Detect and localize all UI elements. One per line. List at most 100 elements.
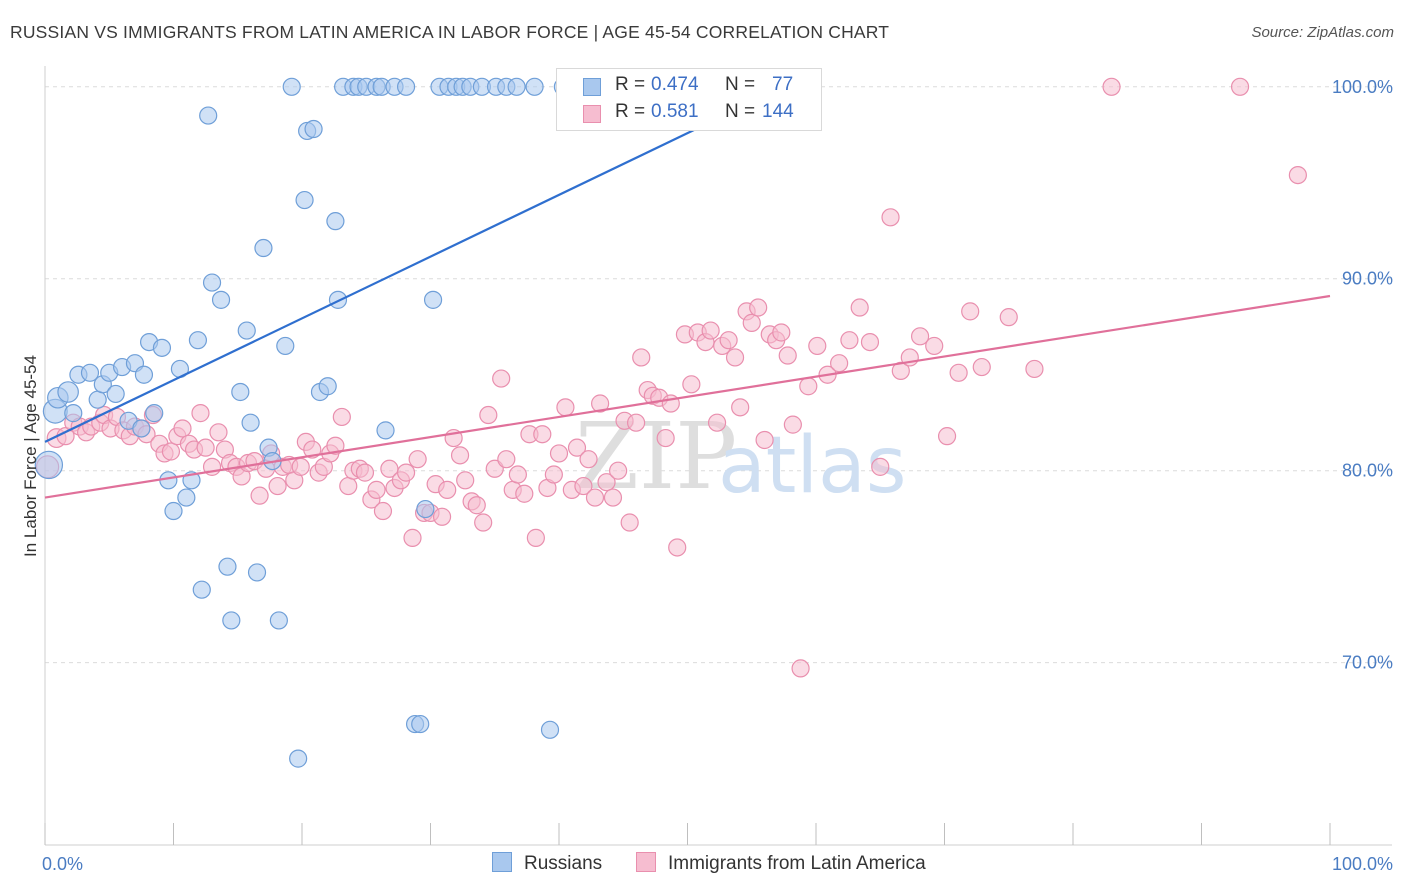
y-axis-label: In Labor Force | Age 45-54	[21, 355, 40, 557]
tick-labels: 70.0% 80.0% 90.0% 100.0% 0.0% 100.0%	[42, 77, 1393, 874]
latin-point	[742, 313, 761, 332]
latin-point	[533, 425, 552, 444]
latin-point	[881, 208, 900, 227]
latin-point	[749, 298, 768, 317]
latin-point	[403, 528, 422, 547]
russian-point	[396, 77, 416, 96]
latin-point	[682, 375, 701, 394]
legend-row-russians: R = 0.474 N = 77	[557, 74, 821, 100]
latin-point	[731, 398, 750, 417]
latin-point	[303, 440, 322, 459]
russian-point	[295, 190, 314, 210]
russian-point	[159, 471, 178, 490]
russian-point	[152, 338, 172, 357]
russian-point	[88, 390, 107, 409]
russian-point	[57, 381, 79, 403]
latin-point	[408, 450, 427, 469]
latin-point	[591, 394, 610, 413]
latin-america-points	[35, 77, 1307, 678]
russian-point	[202, 273, 222, 292]
latin-legend-swatch	[636, 852, 656, 872]
latin-point	[778, 346, 797, 365]
source-credit: Source: ZipAtlas.com	[1251, 24, 1394, 41]
russian-point	[247, 563, 267, 582]
latin-point	[456, 471, 475, 490]
russian-point	[34, 450, 64, 480]
russian-point	[282, 77, 301, 96]
latin-point	[544, 465, 563, 484]
russian-point	[328, 290, 348, 309]
latin-point	[250, 486, 269, 505]
legend-r-label: R =	[615, 101, 646, 122]
latin-point	[450, 446, 470, 465]
latin-point	[161, 442, 181, 461]
latin-trend-line	[44, 294, 1331, 499]
latin-point	[626, 413, 646, 432]
latin-point	[860, 332, 880, 352]
latin-point	[438, 480, 457, 499]
latin-point	[656, 428, 675, 448]
russian-point	[218, 557, 237, 576]
russian-point	[199, 106, 218, 125]
russian-point	[188, 331, 208, 350]
russian-point	[80, 363, 100, 382]
russian-point	[106, 384, 125, 404]
latin-point	[597, 473, 616, 492]
latin-point	[515, 484, 534, 503]
bottom-legend-latin: Immigrants from Latin America	[636, 852, 926, 875]
latin-point	[808, 336, 827, 356]
latin-point	[556, 398, 575, 417]
y-tick-label: 70.0%	[1342, 653, 1393, 673]
latin-point	[579, 450, 598, 469]
latin-point	[830, 354, 849, 373]
latin-point	[291, 457, 310, 476]
russian-point	[411, 714, 430, 734]
latin-point	[668, 538, 687, 557]
latin-point	[1102, 77, 1121, 96]
latin-point	[467, 496, 486, 515]
latin-point	[755, 430, 774, 450]
latin-point	[479, 405, 498, 425]
latin-point	[196, 438, 215, 457]
x-tick-label: 100.0%	[1332, 854, 1393, 874]
latin-legend-label: Immigrants from Latin America	[668, 853, 926, 874]
latin-point	[701, 321, 720, 340]
russian-point	[376, 421, 395, 440]
russian-point	[211, 290, 231, 309]
latin-point	[339, 476, 358, 496]
latin-point	[396, 463, 416, 482]
latin-point	[432, 507, 452, 526]
latin-r-value: 0.581	[651, 101, 699, 122]
latin-point	[191, 404, 210, 423]
russian-point	[134, 365, 154, 384]
latin-point	[620, 513, 639, 532]
latin-point	[707, 413, 727, 432]
russian-point	[132, 419, 151, 438]
latin-point	[949, 363, 968, 382]
latin-point	[268, 476, 287, 496]
latin-point	[173, 419, 192, 438]
latin-point	[209, 423, 228, 442]
latin-point	[725, 348, 745, 367]
latin-point	[332, 407, 351, 427]
russian-point	[177, 488, 196, 507]
russians-legend-swatch	[492, 852, 512, 872]
chart-title: RUSSIAN VS IMMIGRANTS FROM LATIN AMERICA…	[10, 22, 890, 42]
y-tick-label: 100.0%	[1332, 77, 1393, 97]
latin-point	[373, 501, 393, 521]
latin-point	[999, 308, 1018, 327]
latin-point	[508, 465, 527, 484]
russians-trend-line	[44, 85, 785, 443]
y-tick-label: 90.0%	[1342, 269, 1393, 289]
russian-point	[423, 290, 443, 309]
russians-r-value: 0.474	[651, 74, 699, 95]
russian-point	[289, 749, 308, 768]
russian-point	[254, 238, 273, 258]
latin-point	[1025, 359, 1044, 379]
latin-point	[574, 476, 593, 496]
russian-point	[222, 611, 241, 630]
legend-n-label: N =	[725, 74, 756, 95]
russians-n-value: 77	[772, 74, 794, 95]
latin-swatch	[583, 105, 601, 123]
